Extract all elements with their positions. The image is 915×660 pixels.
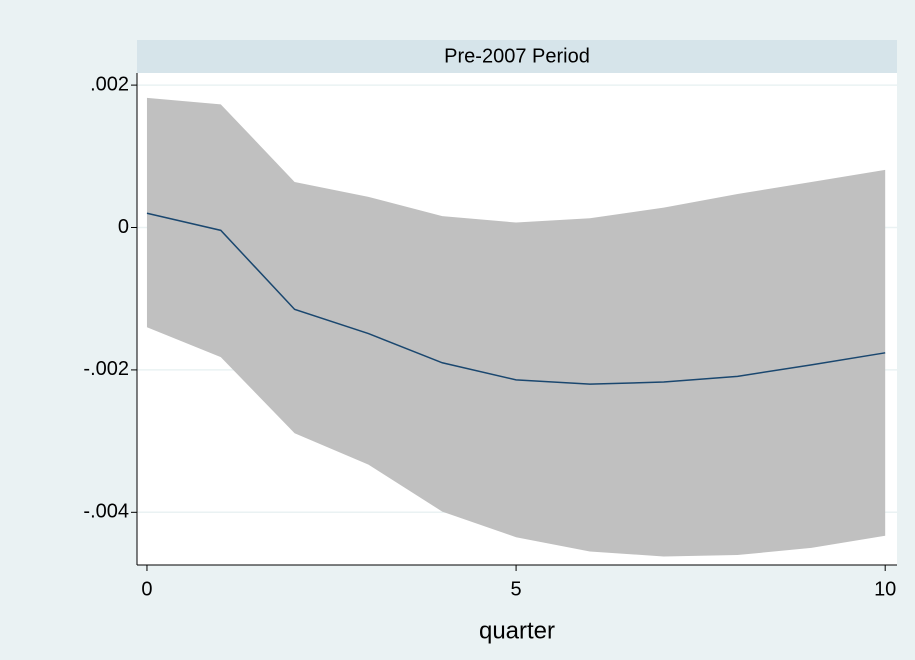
y-tick-label: -.004 <box>83 501 129 523</box>
x-tick-label: 10 <box>874 578 896 600</box>
line <box>146 212 886 385</box>
x-tick-label: 0 <box>141 578 152 600</box>
x-tick-label: 5 <box>511 578 522 600</box>
x-axis-label: quarter <box>479 617 555 644</box>
confidence-band <box>146 97 886 557</box>
y-tick-label: -.002 <box>83 358 129 380</box>
y-tick-label: 0 <box>118 216 129 238</box>
title-strip <box>137 40 897 73</box>
y-tick-label: .002 <box>90 73 129 95</box>
chart-title: Pre-2007 Period <box>444 45 590 67</box>
